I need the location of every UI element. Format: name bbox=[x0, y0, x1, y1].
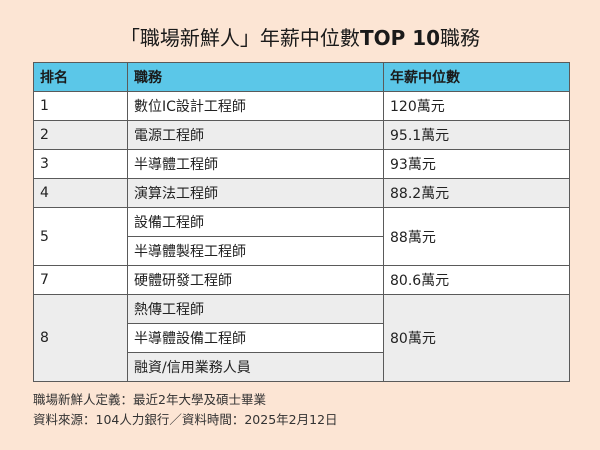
table-row: 4 演算法工程師 88.2萬元 bbox=[33, 178, 570, 208]
salary-cell: 88.2萬元 bbox=[383, 178, 570, 208]
table-row: 半導體製程工程師 bbox=[34, 236, 570, 266]
header-salary: 年薪中位數 bbox=[383, 62, 570, 92]
job-cell: 融資/信用業務人員 bbox=[127, 352, 384, 382]
header-rank: 排名 bbox=[33, 62, 128, 92]
table-row: 5 設備工程師 88萬元 bbox=[33, 207, 570, 266]
title-suffix: 職務 bbox=[440, 26, 481, 50]
salary-cell: 80萬元 bbox=[383, 294, 570, 382]
table-row: 融資/信用業務人員 bbox=[34, 352, 570, 382]
job-cell: 硬體研發工程師 bbox=[127, 265, 384, 295]
rank-cell: 5 bbox=[33, 207, 128, 266]
job-cell: 設備工程師 bbox=[127, 207, 384, 237]
salary-cell: 88萬元 bbox=[383, 207, 570, 266]
table-row: 3 半導體工程師 93萬元 bbox=[33, 149, 570, 179]
rank-cell: 7 bbox=[33, 265, 128, 295]
header-job: 職務 bbox=[127, 62, 384, 92]
ranking-table: 排名 職務 年薪中位數 1 數位IC設計工程師 120萬元 2 電源工程師 95… bbox=[33, 62, 570, 382]
job-cell: 半導體製程工程師 bbox=[127, 236, 384, 266]
job-cell: 熱傳工程師 bbox=[127, 294, 384, 324]
source-note: 資料來源：104人力銀行／資料時間：2025年2月12日 bbox=[33, 412, 338, 427]
salary-cell: 93萬元 bbox=[383, 149, 570, 179]
definition-note: 職場新鮮人定義：最近2年大學及碩士畢業 bbox=[33, 392, 266, 407]
table-header-row: 排名 職務 年薪中位數 bbox=[33, 62, 570, 92]
table-row: 7 硬體研發工程師 80.6萬元 bbox=[33, 265, 570, 295]
rank-cell: 2 bbox=[33, 120, 128, 150]
rank-cell: 1 bbox=[33, 91, 128, 121]
salary-cell: 95.1萬元 bbox=[383, 120, 570, 150]
table-row: 半導體設備工程師 bbox=[34, 323, 570, 353]
rank-cell: 4 bbox=[33, 178, 128, 208]
job-cell: 半導體設備工程師 bbox=[127, 323, 384, 353]
title-highlight: TOP 10 bbox=[359, 26, 441, 50]
job-cell: 電源工程師 bbox=[127, 120, 384, 150]
salary-cell: 80.6萬元 bbox=[383, 265, 570, 295]
rank-cell: 8 bbox=[33, 294, 128, 382]
table-row: 2 電源工程師 95.1萬元 bbox=[33, 120, 570, 150]
page-title: 「職場新鮮人」年薪中位數TOP 10職務 bbox=[0, 24, 600, 52]
table-row: 1 數位IC設計工程師 120萬元 bbox=[33, 91, 570, 121]
salary-cell: 120萬元 bbox=[383, 91, 570, 121]
table-row: 8 熱傳工程師 80萬元 bbox=[33, 294, 570, 382]
title-prefix: 「職場新鮮人」年薪中位數 bbox=[119, 26, 360, 50]
rank-cell: 3 bbox=[33, 149, 128, 179]
job-cell: 半導體工程師 bbox=[127, 149, 384, 179]
job-cell: 演算法工程師 bbox=[127, 178, 384, 208]
job-cell: 數位IC設計工程師 bbox=[127, 91, 384, 121]
footnotes: 職場新鮮人定義：最近2年大學及碩士畢業 資料來源：104人力銀行／資料時間：20… bbox=[33, 390, 338, 430]
